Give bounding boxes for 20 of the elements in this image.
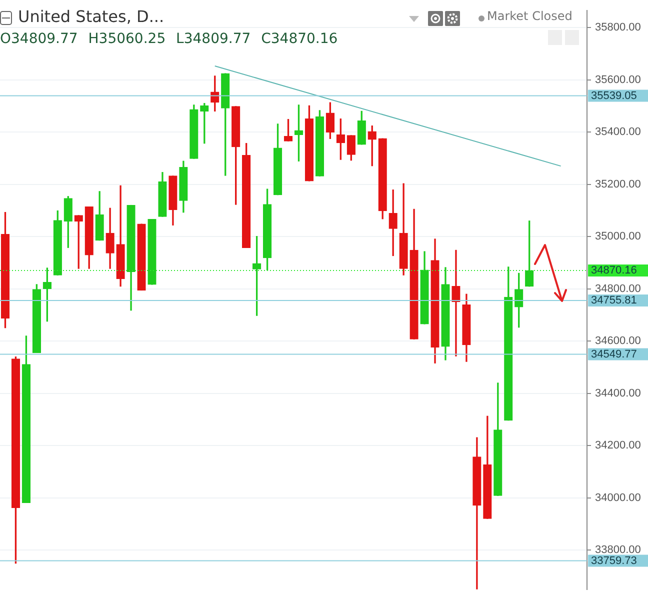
candlestick (452, 250, 460, 356)
y-tick-label: 35200.00 (595, 178, 641, 190)
y-tick-label: 34800.00 (595, 282, 641, 295)
chart-title: United States, D... (18, 7, 164, 26)
y-tick-label: 34200.00 (595, 440, 641, 452)
y-tick-label: 35800.00 (595, 22, 641, 34)
y-tick-label: 34400.00 (595, 387, 641, 400)
y-tick-label: 34000.00 (595, 492, 641, 504)
text: O34809.77 H35060.25 L34809.77 C34870.16 (0, 31, 338, 47)
ref-line-label: 33759.73 (591, 554, 637, 567)
ref-line-label: 34549.77 (591, 348, 637, 360)
y-tick-label: 35600.00 (595, 74, 641, 86)
y-tick-label: 35000.00 (595, 230, 641, 243)
y-tick-label: 33800.00 (595, 544, 641, 556)
ref-line-label: 34870.16 (591, 264, 637, 277)
ref-line-label: 34755.81 (591, 294, 637, 306)
y-tick-label: 34600.00 (595, 335, 641, 348)
annotation: Market Closed (487, 9, 572, 23)
ref-line-label: 35539.05 (591, 90, 637, 102)
y-tick-label: 35400.00 (595, 126, 641, 138)
